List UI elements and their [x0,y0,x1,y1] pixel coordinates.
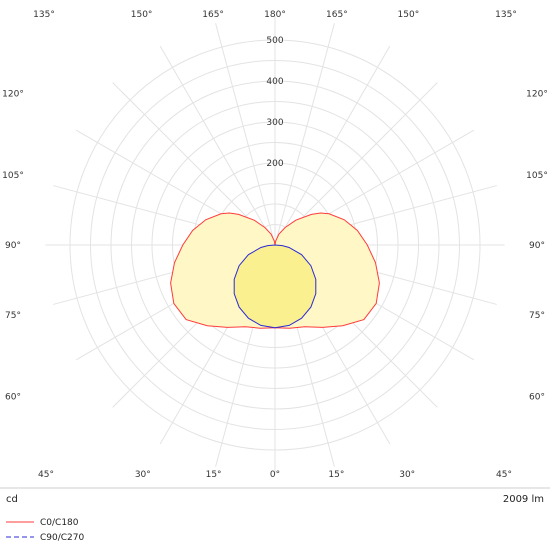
unit-label: cd [6,494,18,505]
angle-tick-label: 150° [398,10,420,20]
angle-tick-label: 150° [131,10,153,20]
angle-tick-label: 15° [206,470,222,480]
angle-tick-label: 45° [38,470,54,480]
legend-label-c90-c270: C90/C270 [40,533,85,543]
angle-tick-label: 90° [5,241,21,251]
series-curve-1 [233,244,317,329]
radial-tick-label: 200 [266,159,283,169]
grid-spoke [215,23,276,246]
radial-tick-label: 300 [266,118,283,128]
legend-label-c0-c180: C0/C180 [40,518,79,528]
angle-tick-label: 45° [496,470,512,480]
angle-tick-label: 165° [202,10,224,20]
distribution-fills [170,213,380,329]
angle-tick-label: 30° [399,470,415,480]
grid-spoke [159,45,276,246]
angle-tick-label: 75° [529,311,545,321]
angle-tick-label: 120° [2,90,24,100]
angle-tick-label: 0° [270,470,280,480]
radial-tick-labels: 200 300 400 500 [266,36,283,169]
angle-tick-label: 120° [526,90,548,100]
angle-tick-label: 165° [326,10,348,20]
angle-tick-label: 135° [33,10,55,20]
legend: C0/C180 C90/C270 [6,518,85,543]
grid-spoke [274,45,391,246]
radial-tick-label: 500 [266,36,283,46]
angle-tick-label: 60° [529,392,545,402]
angle-tick-label: 15° [328,470,344,480]
flux-label: 2009 lm [503,494,544,505]
angle-tick-label: 135° [495,10,517,20]
radial-tick-label: 400 [266,77,283,87]
angle-tick-labels: 0° 15° 15° 30° 30° 45° 45° 60° 60° 75° 75° 90° 90° 10… [2,10,548,480]
angle-tick-label: 180° [264,10,286,20]
angle-tick-label: 30° [135,470,151,480]
series-fill-1 [234,245,316,328]
angle-tick-label: 105° [2,171,24,181]
angle-tick-label: 75° [5,311,21,321]
angle-tick-label: 105° [526,171,548,181]
distribution-curves [170,212,380,329]
angle-tick-label: 90° [529,241,545,251]
grid-spoke [274,23,335,246]
angle-tick-label: 60° [5,392,21,402]
